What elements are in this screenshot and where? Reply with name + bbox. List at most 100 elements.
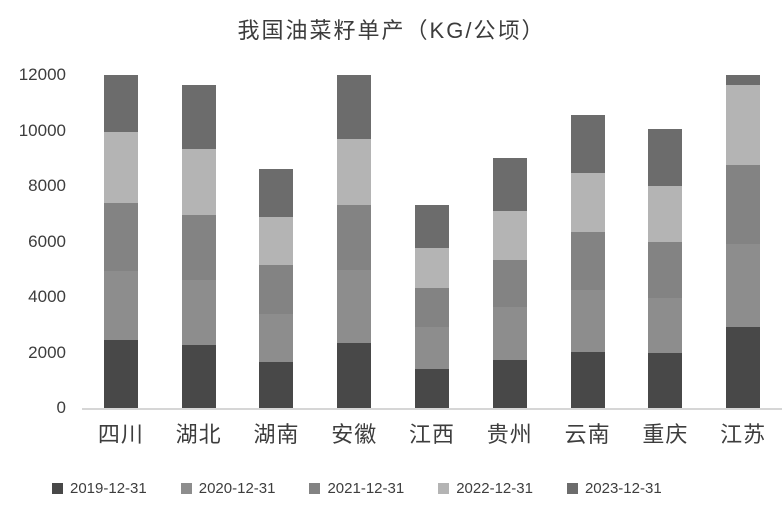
category-slot: [238, 75, 316, 408]
y-tick-label: 4000: [28, 287, 66, 306]
stacked-bar-江苏: [726, 75, 761, 408]
legend: 2019-12-31 2020-12-31 2021-12-31 2022-12-31…: [52, 480, 778, 497]
category-slot: [549, 75, 627, 408]
chart-title: 我国油菜籽单产（KG/公顷）: [237, 18, 546, 43]
bar-segment[interactable]: [415, 369, 450, 408]
x-category-label: 四川: [97, 422, 144, 447]
legend-label: 2019-12-31: [70, 480, 147, 497]
y-tick-label: 10000: [18, 120, 66, 140]
category-slot: [315, 75, 393, 408]
y-tick-label: 8000: [28, 176, 66, 195]
bar-segment[interactable]: [103, 202, 138, 271]
bar-segment[interactable]: [259, 314, 294, 362]
bar-segment[interactable]: [648, 353, 683, 408]
x-category-label: 江苏: [720, 422, 767, 447]
x-category-label: 贵州: [486, 422, 533, 447]
y-tick-label: 2000: [28, 342, 66, 362]
bar-segment[interactable]: [570, 290, 605, 352]
bar-segment[interactable]: [648, 297, 683, 354]
bar-segment[interactable]: [492, 260, 527, 308]
legend-item[interactable]: 2020-12-31: [180, 480, 276, 497]
legend-item[interactable]: 2022-12-31: [438, 480, 533, 497]
bar-segment[interactable]: [492, 211, 527, 261]
bar-segment[interactable]: [726, 75, 761, 85]
x-category-label: 湖南: [253, 422, 300, 447]
bar-segment[interactable]: [181, 215, 216, 281]
bar-segment[interactable]: [726, 164, 761, 244]
bar-segment[interactable]: [726, 243, 761, 327]
bar-segment[interactable]: [570, 351, 605, 408]
bar-segment[interactable]: [259, 169, 294, 217]
bar-segment[interactable]: [726, 326, 761, 408]
legend-label: 2021-12-31: [327, 480, 405, 497]
y-tick-label: 6000: [28, 231, 66, 251]
bar-segment[interactable]: [181, 85, 216, 150]
category-slot: [704, 75, 782, 408]
x-category-label: 湖北: [175, 422, 222, 447]
x-category-label: 云南: [564, 422, 611, 447]
bar-segment[interactable]: [181, 280, 216, 346]
legend-swatch-icon: [309, 483, 321, 494]
legend-label: 2022-12-31: [456, 480, 533, 497]
bar-segment[interactable]: [259, 216, 294, 266]
y-tick-label: 12000: [18, 65, 66, 84]
stacked-bar-湖南: [259, 75, 294, 408]
category-slot: [82, 75, 160, 408]
bar-segment[interactable]: [259, 361, 294, 408]
bar-segment[interactable]: [181, 149, 216, 216]
bar-segment[interactable]: [103, 340, 138, 408]
bar-segment[interactable]: [570, 173, 605, 232]
legend-item[interactable]: 2019-12-31: [52, 480, 147, 497]
stacked-bar-江西: [415, 75, 450, 408]
bar-segment[interactable]: [415, 248, 450, 288]
bar-segment[interactable]: [337, 75, 372, 139]
bar-segment[interactable]: [259, 265, 294, 315]
legend-item[interactable]: 2023-12-31: [566, 480, 662, 497]
legend-swatch-icon: [180, 483, 192, 494]
bar-segment[interactable]: [726, 84, 761, 165]
legend-swatch-icon: [438, 483, 450, 494]
stacked-bar-四川: [103, 75, 138, 408]
legend-item[interactable]: 2021-12-31: [309, 480, 404, 497]
bar-segment[interactable]: [103, 75, 138, 132]
bar-segment[interactable]: [181, 345, 216, 408]
x-category-label: 重庆: [642, 422, 689, 447]
category-slot: [626, 75, 704, 408]
bar-segment[interactable]: [648, 186, 683, 242]
bar-segment[interactable]: [415, 326, 450, 370]
x-category-label: 江西: [409, 422, 456, 447]
x-category-label: 安徽: [331, 422, 378, 447]
bar-segment[interactable]: [570, 115, 605, 174]
legend-label: 2020-12-31: [198, 480, 276, 497]
legend-swatch-icon: [566, 483, 578, 494]
y-tick-label: 0: [56, 398, 66, 417]
legend-label: 2023-12-31: [584, 480, 662, 497]
bar-segment[interactable]: [103, 270, 138, 341]
category-slot: [393, 75, 471, 408]
bar-segment[interactable]: [492, 360, 527, 408]
bar-segment[interactable]: [415, 287, 450, 327]
bar-segment[interactable]: [415, 205, 450, 249]
bar-segment[interactable]: [337, 138, 372, 206]
stacked-bar-云南: [570, 75, 605, 408]
bar-segment[interactable]: [103, 131, 138, 203]
bar-segment[interactable]: [648, 129, 683, 187]
stacked-bar-重庆: [648, 75, 683, 408]
stacked-bar-安徽: [337, 75, 372, 408]
stacked-bar-湖北: [181, 75, 216, 408]
bar-segment[interactable]: [337, 342, 372, 408]
bar-segment[interactable]: [337, 205, 372, 271]
bar-segment[interactable]: [337, 270, 372, 343]
y-axis: 0 2000 4000 6000 8000 10000 12000: [0, 65, 66, 417]
legend-swatch-icon: [52, 483, 63, 494]
bar-segment[interactable]: [492, 307, 527, 360]
bar-segment[interactable]: [492, 158, 527, 211]
stacked-bar-贵州: [492, 75, 527, 408]
x-axis-labels: 四川 湖北 湖南 安徽 江西 贵州 云南 重庆 江苏: [82, 417, 782, 449]
plot-area: [82, 75, 782, 410]
category-slot: [160, 75, 238, 408]
category-slot: [471, 75, 549, 408]
bar-segment[interactable]: [648, 241, 683, 298]
bar-segment[interactable]: [570, 231, 605, 291]
